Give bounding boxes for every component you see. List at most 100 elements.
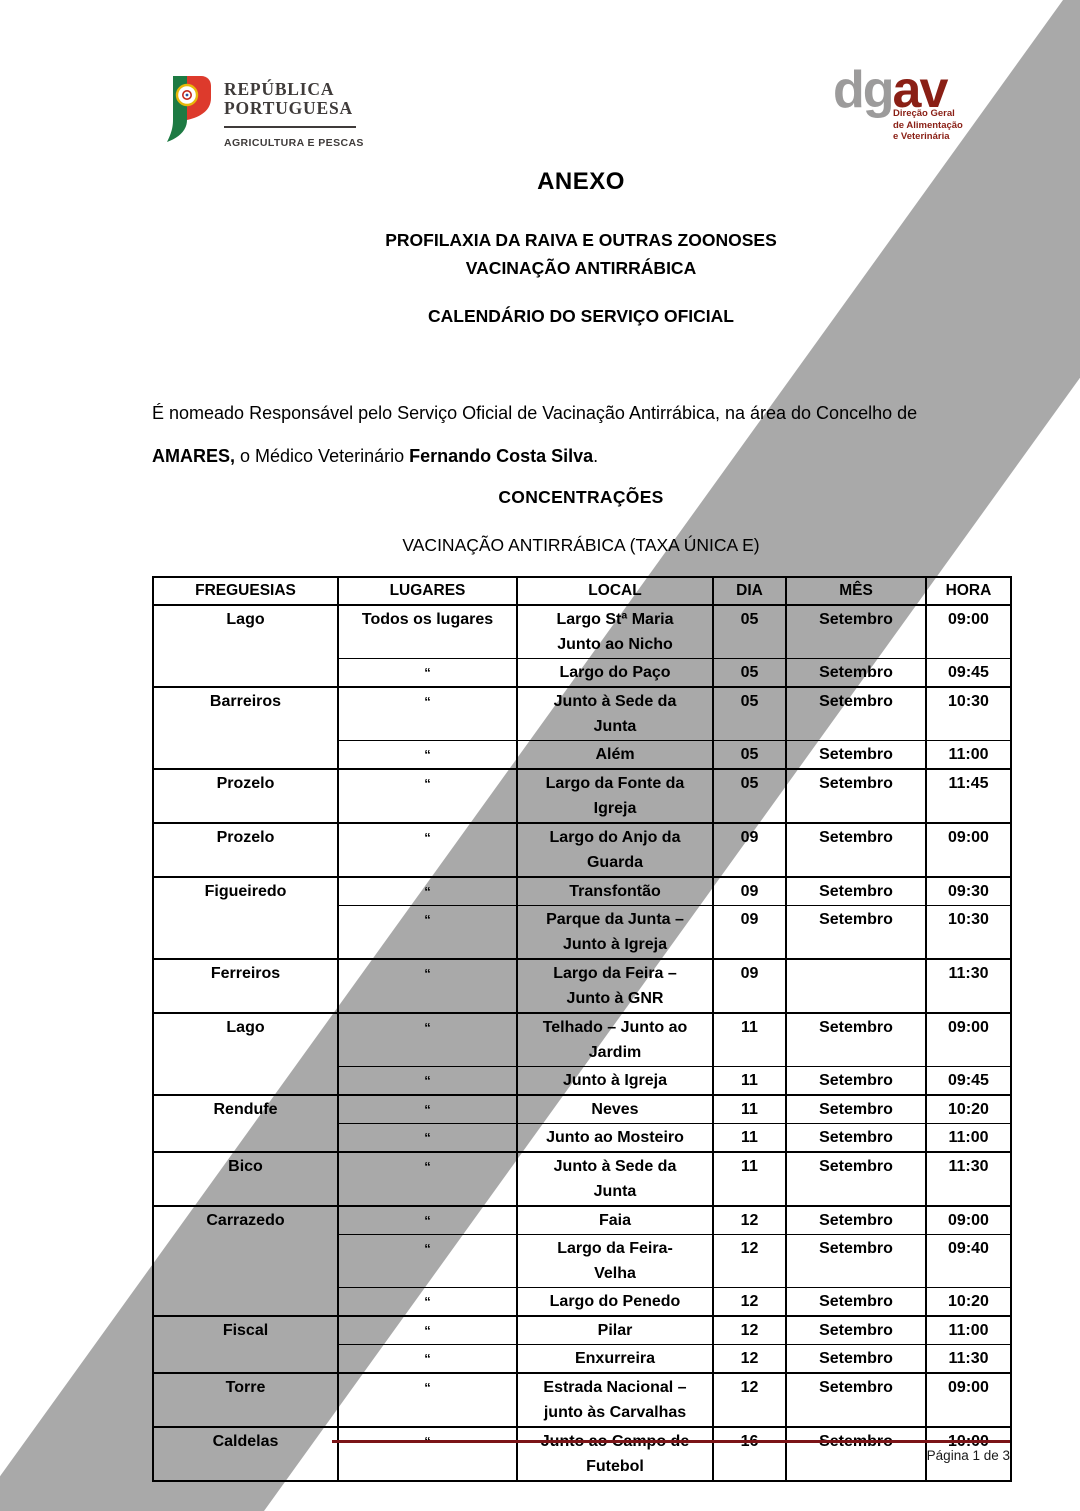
cell-mes: Setembro xyxy=(785,1094,927,1124)
table-row: Lago Todos os lugares Largo Stª Maria Junt… xyxy=(152,604,1012,688)
column-header: FREGUESIAS xyxy=(152,576,339,606)
cell-local: Junto à Igreja xyxy=(516,1066,714,1096)
cell-hora: 09:00 xyxy=(925,822,1012,878)
cell-freguesia: Caldelas xyxy=(152,1426,339,1482)
cell-freguesia: Lago xyxy=(152,1012,339,1096)
table-row: Ferreiros “Largo da Feira – Junto à GNR 09… xyxy=(152,958,1012,1014)
column-header: LUGARES xyxy=(337,576,518,606)
cell-hora: 11:30 xyxy=(925,1151,1012,1207)
cell-local: Enxurreira xyxy=(516,1344,714,1374)
cell-mes: Setembro xyxy=(785,768,927,824)
cell-lugar: “ xyxy=(337,1094,518,1124)
table-row: Figueiredo “Transfontão 09 Setembro 09:30 xyxy=(152,876,1012,960)
cell-mes: Setembro xyxy=(785,1123,927,1153)
cell-hora: 10:30 xyxy=(925,905,1012,960)
paragraph-municipality: AMARES, xyxy=(152,446,236,466)
cell-mes: Setembro xyxy=(785,1372,927,1428)
cell-hora: 11:00 xyxy=(925,1123,1012,1153)
cell-local: Estrada Nacional – junto às Carvalhas xyxy=(516,1372,714,1428)
table-row: Caldelas“Junto ao Campo de Futebol16Sete… xyxy=(152,1426,1012,1482)
dgav-caption: Direção Geral de Alimentação e Veterinária xyxy=(893,108,963,143)
cell-mes: Setembro xyxy=(785,1315,927,1345)
cell-hora: 11:30 xyxy=(925,958,1012,1014)
table-row: Rendufe “Neves 11 Setembro 10:20 xyxy=(152,1094,1012,1153)
cell-local: Largo do Anjo da Guarda xyxy=(516,822,714,878)
cell-mes: Setembro xyxy=(785,1012,927,1067)
cell-freguesia: Bico xyxy=(152,1151,339,1207)
cell-mes: Setembro xyxy=(785,1426,927,1482)
table-row: “Enxurreira 12 Setembro 11:30 xyxy=(153,1344,1012,1374)
cell-dia: 11 xyxy=(712,1123,787,1153)
vaccination-schedule-table: FREGUESIAS LUGARES LOCAL DIA MÊS HORA Lago Tod… xyxy=(152,576,1012,1482)
section-subheading-taxa: VACINAÇÃO ANTIRRÁBICA (TAXA ÚNICA E) xyxy=(402,535,760,555)
table-row: “Junto à Igreja 11 Setembro 09:45 xyxy=(153,1066,1012,1096)
cell-dia: 11 xyxy=(712,1094,787,1124)
cell-lugar: “ xyxy=(337,1066,518,1096)
cell-local: Largo da Fonte da Igreja xyxy=(516,768,714,824)
cell-dia: 12 xyxy=(712,1344,787,1374)
dgav-av-text: av xyxy=(892,61,949,119)
table-row: Carrazedo “Faia 12 Setembro 09:00 xyxy=(152,1205,1012,1317)
cell-lugar: “ xyxy=(337,686,518,741)
cell-lugar: “ xyxy=(337,1287,518,1317)
republica-portuguesa-logo: REPÚBLICA PORTUGUESA AGRICULTURA E PESCAS xyxy=(163,76,364,149)
cell-dia: 05 xyxy=(712,604,787,659)
cell-hora: 09:00 xyxy=(925,1205,1012,1235)
cell-mes: Setembro xyxy=(785,686,927,741)
cell-hora: 10:20 xyxy=(925,1287,1012,1317)
cell-hora: 09:40 xyxy=(925,1234,1012,1288)
column-header: HORA xyxy=(925,576,1012,606)
gov-logo-text: REPÚBLICA PORTUGUESA AGRICULTURA E PESCAS xyxy=(224,76,364,149)
cell-hora: 09:00 xyxy=(925,1012,1012,1067)
section-heading-concentracoes: CONCENTRAÇÕES xyxy=(498,487,664,507)
cell-local: Pilar xyxy=(516,1315,714,1345)
cell-local: Junto ao Campo de Futebol xyxy=(516,1426,714,1482)
paragraph-line1: É nomeado Responsável pelo Serviço Ofici… xyxy=(152,403,918,423)
column-header: DIA xyxy=(712,576,787,606)
cell-lugar: “ xyxy=(337,1344,518,1374)
cell-lugar: “ xyxy=(337,1151,518,1207)
table-row: “Largo da Feira- Velha 12 Setembro 09:40 xyxy=(153,1234,1012,1288)
cell-lugar: Todos os lugares xyxy=(337,604,518,659)
cell-mes: Setembro xyxy=(785,905,927,960)
cell-dia: 09 xyxy=(712,876,787,906)
cell-dia: 12 xyxy=(712,1372,787,1428)
cell-dia: 11 xyxy=(712,1012,787,1067)
cell-freguesia: Lago xyxy=(152,604,339,688)
cell-freguesia: Prozelo xyxy=(152,822,339,878)
cell-hora: 11:00 xyxy=(925,740,1012,770)
cell-local: Junto à Sede da Junta xyxy=(516,1151,714,1207)
cell-mes: Setembro xyxy=(785,822,927,878)
paragraph-end: . xyxy=(593,446,599,466)
cell-dia: 09 xyxy=(712,905,787,960)
title-subtitle: PROFILAXIA DA RAIVA E OUTRAS ZOONOSES VAC… xyxy=(152,226,1010,282)
cell-local: Largo da Feira – Junto à GNR xyxy=(516,958,714,1014)
cell-freguesia: Fiscal xyxy=(152,1315,339,1374)
table-header-row: FREGUESIAS LUGARES LOCAL DIA MÊS HORA xyxy=(152,576,1012,606)
cell-local: Neves xyxy=(516,1094,714,1124)
cell-dia: 05 xyxy=(712,740,787,770)
portugal-flag-emblem-icon xyxy=(167,76,211,142)
title-anexo: ANEXO xyxy=(537,168,625,195)
cell-freguesia: Ferreiros xyxy=(152,958,339,1014)
gov-logo-divider xyxy=(224,126,356,128)
column-header: MÊS xyxy=(785,576,927,606)
cell-dia: 12 xyxy=(712,1315,787,1345)
paragraph-vet-name: Fernando Costa Silva xyxy=(409,446,594,466)
cell-lugar: “ xyxy=(337,876,518,906)
cell-dia: 05 xyxy=(712,768,787,824)
appointment-paragraph: É nomeado Responsável pelo Serviço Ofici… xyxy=(152,392,1012,478)
cell-local: Largo Stª Maria Junto ao Nicho xyxy=(516,604,714,659)
cell-freguesia: Barreiros xyxy=(152,686,339,770)
cell-hora: 09:00 xyxy=(925,1372,1012,1428)
cell-freguesia: Prozelo xyxy=(152,768,339,824)
table-row: Barreiros “Junto à Sede da Junta 05 Setembr… xyxy=(152,686,1012,770)
table-row: “Parque da Junta – Junto à Igreja 09 Setem… xyxy=(153,905,1012,960)
cell-hora: 11:00 xyxy=(925,1315,1012,1345)
cell-mes: Setembro xyxy=(785,1234,927,1288)
cell-dia: 11 xyxy=(712,1066,787,1096)
schedule-table-container: FREGUESIAS LUGARES LOCAL DIA MÊS HORA Lago Tod… xyxy=(152,576,1012,1482)
table-row: Prozelo “Largo do Anjo da Guarda 09 Setembr… xyxy=(152,822,1012,878)
cell-lugar: “ xyxy=(337,768,518,824)
